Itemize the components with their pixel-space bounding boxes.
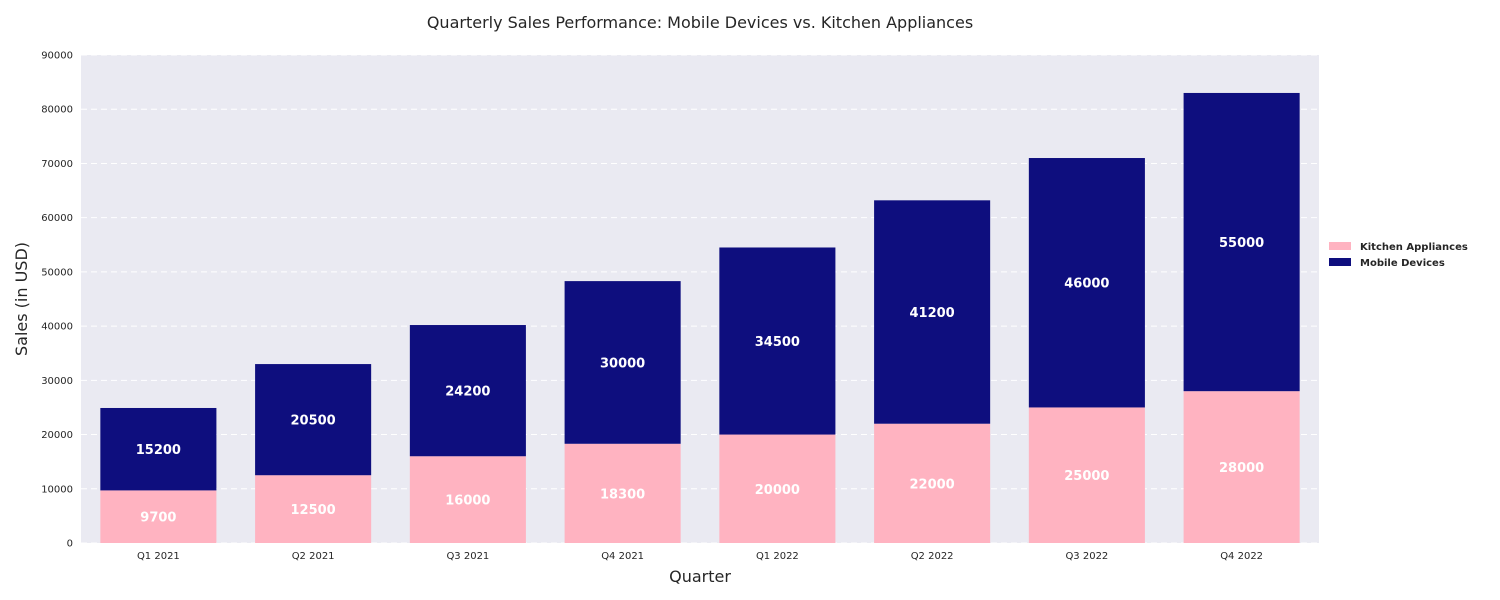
data-label: 30000	[600, 356, 645, 371]
y-axis-ticks: 0 10000 20000 30000 40000 50000 60000 70000 8000…	[41, 51, 73, 550]
y-tick-label: 0	[67, 539, 73, 550]
data-label: 24200	[445, 385, 490, 400]
bar-mobile-devices	[100, 407, 217, 491]
data-label: 46000	[1064, 277, 1109, 292]
x-tick-label: Q1 2021	[137, 551, 180, 562]
legend-label: Mobile Devices	[1360, 258, 1445, 269]
data-label: 12500	[291, 503, 336, 518]
x-tick-label: Q2 2022	[911, 551, 954, 562]
x-tick-label: Q3 2021	[446, 551, 489, 562]
x-tick-label: Q4 2022	[1220, 551, 1263, 562]
y-tick-label: 50000	[41, 267, 73, 278]
data-label: 18300	[600, 487, 645, 502]
data-label: 22000	[910, 477, 955, 492]
y-tick-label: 20000	[41, 430, 73, 441]
bar-mobile-devices	[874, 200, 991, 424]
bar-mobile-devices	[719, 247, 836, 435]
data-label: 16000	[445, 494, 490, 509]
data-label: 34500	[755, 335, 800, 350]
y-tick-label: 70000	[41, 159, 73, 170]
y-tick-label: 40000	[41, 322, 73, 333]
data-label: 41200	[910, 306, 955, 321]
x-tick-label: Q2 2021	[292, 551, 335, 562]
chart-title: Quarterly Sales Performance: Mobile Devi…	[427, 13, 973, 32]
bar-kitchen-appliances	[719, 434, 836, 543]
legend: Kitchen Appliances Mobile Devices	[1329, 242, 1468, 269]
y-tick-label: 30000	[41, 376, 73, 387]
legend-swatch	[1329, 258, 1351, 266]
legend-swatch	[1329, 242, 1351, 250]
x-axis-label: Quarter	[669, 567, 731, 586]
y-tick-label: 80000	[41, 105, 73, 116]
bar-mobile-devices	[564, 281, 681, 444]
x-tick-label: Q3 2022	[1065, 551, 1108, 562]
bar-mobile-devices	[255, 364, 372, 476]
data-label: 55000	[1219, 236, 1264, 251]
data-label: 25000	[1064, 469, 1109, 484]
y-tick-label: 10000	[41, 484, 73, 495]
data-label: 9700	[140, 511, 176, 526]
bar-kitchen-appliances	[100, 490, 217, 543]
legend-label: Kitchen Appliances	[1360, 242, 1468, 253]
data-label: 28000	[1219, 461, 1264, 476]
x-tick-label: Q1 2022	[756, 551, 799, 562]
x-tick-label: Q4 2021	[601, 551, 644, 562]
data-label: 20500	[291, 414, 336, 429]
y-axis-label: Sales (in USD)	[12, 242, 31, 356]
bar-mobile-devices	[409, 325, 526, 457]
bar-kitchen-appliances	[874, 423, 991, 543]
bar-mobile-devices	[1183, 92, 1300, 392]
bars	[100, 92, 1300, 543]
bar-kitchen-appliances	[255, 475, 372, 543]
data-label: 20000	[755, 483, 800, 498]
bar-kitchen-appliances	[1183, 391, 1300, 543]
data-labels: 9700 15200 12500 20500 16000 24200 18300 30000 2…	[136, 236, 1264, 526]
bar-kitchen-appliances	[409, 456, 526, 543]
x-axis-ticks: Q1 2021 Q2 2021 Q3 2021 Q4 2021 Q1 2022 Q2 20…	[137, 551, 1263, 562]
bar-mobile-devices	[1028, 158, 1145, 408]
y-tick-label: 60000	[41, 213, 73, 224]
bar-kitchen-appliances	[1028, 407, 1145, 543]
bar-kitchen-appliances	[564, 443, 681, 543]
y-tick-label: 90000	[41, 51, 73, 62]
data-label: 15200	[136, 443, 181, 458]
